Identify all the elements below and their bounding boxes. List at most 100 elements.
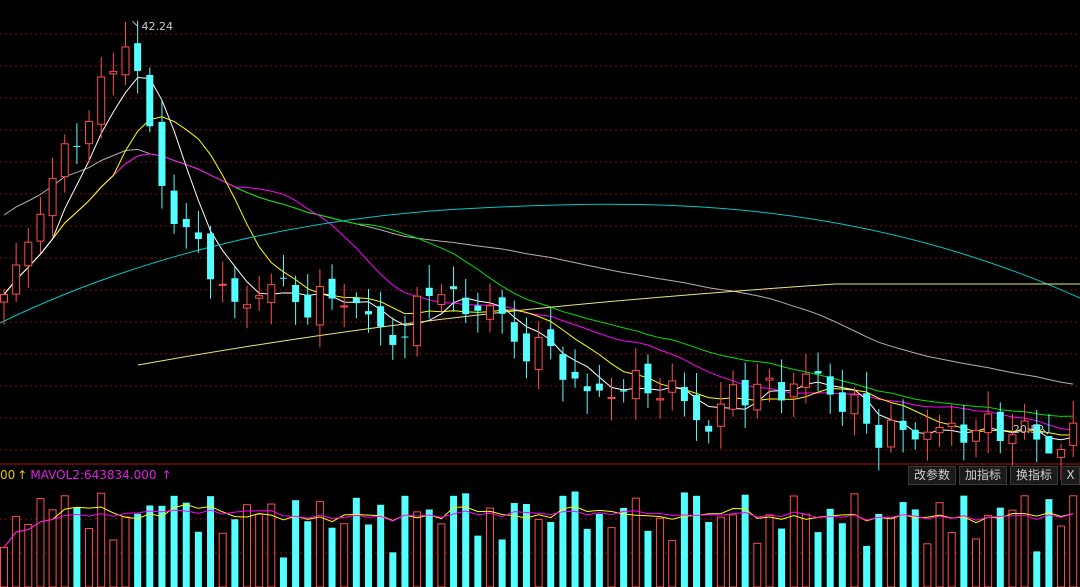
volume-bar [194, 531, 202, 587]
candle-body [437, 294, 446, 305]
volume-bar [826, 508, 834, 587]
candle-body [644, 363, 652, 394]
volume-bar [255, 513, 264, 587]
ma20-line [3, 153, 1074, 431]
mavol1-value-fragment: 00 [0, 468, 16, 482]
volume-bar [522, 503, 530, 587]
candle-body [304, 294, 312, 318]
volume-bar [693, 495, 701, 587]
volume-bar [1008, 509, 1017, 587]
volume-bar [644, 530, 652, 587]
volume-bar [48, 509, 57, 587]
candle-body [801, 373, 810, 388]
volume-bar [547, 521, 555, 587]
candle-body [1020, 420, 1029, 433]
volume-bar [425, 509, 433, 587]
modify-params-button[interactable]: 改参数 [907, 466, 956, 485]
candle-body [60, 143, 69, 178]
candle-body [231, 278, 239, 302]
volume-bar [899, 502, 907, 587]
candle-body [365, 311, 372, 315]
close-indicator-button[interactable]: X [1061, 466, 1080, 485]
candle-body [0, 294, 8, 303]
volume-bar [121, 516, 130, 587]
volume-bar [24, 523, 33, 587]
volume-bar [1057, 525, 1066, 587]
volume-bar [741, 494, 749, 587]
candle-body [340, 305, 349, 308]
candle-body [352, 297, 360, 304]
volume-bar [437, 523, 446, 587]
mavol2-value: MAVOL2:643834.000 [30, 468, 157, 482]
candle-body [218, 283, 227, 286]
volume-bar [182, 502, 190, 587]
candle-body [158, 121, 166, 186]
candle-body [826, 376, 834, 395]
candle-body [886, 419, 895, 448]
mavol2-up-arrow-icon: ↑ [161, 468, 172, 482]
volume-bar [960, 495, 968, 587]
volume-bar [814, 532, 822, 587]
add-indicator-button[interactable]: 加指标 [958, 466, 1007, 485]
candle-body [850, 394, 859, 415]
volume-bar [450, 495, 458, 587]
mavol2-line [3, 509, 1074, 548]
volume-bar [716, 516, 725, 587]
volume-bar [207, 496, 215, 587]
candle-body [559, 354, 567, 380]
volume-bar [534, 518, 543, 587]
low-price-label: 20.52 [1013, 423, 1045, 436]
volume-bar [972, 538, 980, 587]
candle-body [315, 285, 324, 326]
volume-bar [656, 517, 665, 587]
volume-bar [886, 516, 895, 587]
volume-bar [304, 521, 312, 587]
candle-body [450, 286, 458, 290]
candle-body [121, 46, 130, 76]
candle-body [680, 387, 688, 402]
candle-body [401, 336, 409, 338]
switch-indicator-button[interactable]: 换指标 [1009, 466, 1058, 485]
volume-bar [315, 501, 324, 587]
candle-body [425, 287, 433, 296]
candle-body [899, 420, 907, 430]
candle-body [595, 383, 603, 391]
candle-body [36, 213, 45, 242]
volume-bar [413, 511, 422, 587]
candle-body [279, 277, 287, 279]
candle-body [207, 233, 215, 280]
candle-body [97, 76, 106, 125]
candle-body [571, 371, 579, 379]
volume-bar [85, 527, 94, 587]
candle-body [753, 383, 762, 411]
volume-bar [134, 513, 142, 587]
volume-bar [947, 532, 956, 587]
candle-body [705, 425, 713, 432]
candle-body [741, 379, 749, 406]
candle-body [778, 382, 786, 401]
candle-body [716, 403, 725, 427]
volume-bar [292, 500, 300, 587]
candle-body [693, 395, 701, 421]
mavol1-up-arrow-icon: ↑ [17, 468, 28, 482]
volume-bar [729, 514, 737, 587]
candle-body [1045, 436, 1053, 454]
candle-body [1033, 424, 1041, 440]
candle-body [960, 424, 968, 443]
volume-bar [838, 523, 846, 587]
candle-body [1008, 434, 1017, 445]
candle-body [996, 411, 1004, 442]
candle-body [389, 334, 397, 345]
volume-bar [231, 519, 239, 587]
high-pointer-icon [132, 20, 138, 27]
candle-body [146, 74, 154, 127]
volume-bar [73, 507, 81, 587]
mavol1-line [3, 504, 1074, 548]
volume-bar [340, 523, 349, 587]
candle-body [328, 278, 336, 299]
candle-body [668, 380, 677, 393]
volume-bar [1069, 495, 1078, 587]
candle-body [547, 329, 555, 347]
volume-bar [1045, 499, 1053, 587]
